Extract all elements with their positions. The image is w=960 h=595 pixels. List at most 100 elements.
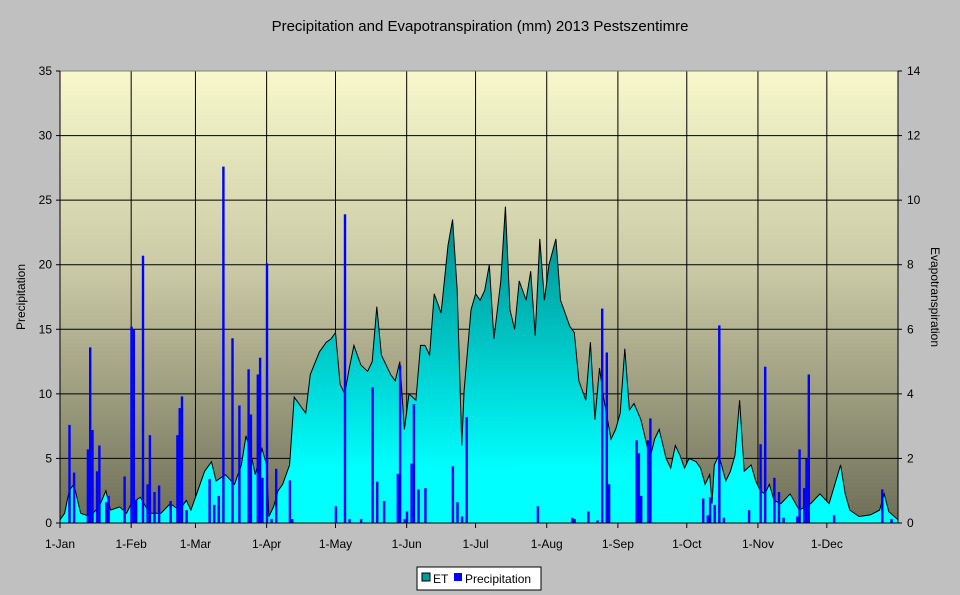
legend-label-et: ET — [433, 572, 449, 586]
precipitation-bar — [605, 352, 609, 523]
precipitation-bar — [105, 502, 108, 523]
y2-tick-label: 4 — [907, 387, 914, 401]
precipitation-bar — [208, 479, 211, 523]
precipitation-bar — [702, 498, 705, 523]
precipitation-bar — [640, 495, 643, 523]
precipitation-bar — [713, 504, 716, 523]
legend-swatch-precipitation — [454, 573, 462, 581]
precipitation-bar — [782, 517, 785, 523]
y2-tick-label: 8 — [907, 258, 914, 272]
y-tick-label: 10 — [39, 387, 53, 401]
precipitation-bar — [185, 510, 188, 523]
precipitation-bar — [803, 488, 806, 523]
legend-label-precipitation: Precipitation — [465, 572, 531, 586]
precipitation-bar — [832, 515, 836, 523]
axes: 0 5 10 15 20 25 30 35 0 2 4 6 8 10 12 14 1-Jan 1-Feb 1-Mar… — [39, 64, 921, 551]
precipitation-bar — [759, 444, 762, 523]
precipitation-bar — [607, 484, 611, 523]
x-tick-label: 1-Mar — [180, 537, 211, 551]
precipitation-bar — [460, 516, 464, 523]
precipitation-bar — [646, 440, 650, 523]
precipitation-bar — [637, 453, 641, 523]
precipitation-bar — [348, 519, 351, 523]
precipitation-bar — [465, 417, 468, 523]
precipitation-bar — [178, 408, 181, 523]
precipitation-bar — [635, 440, 638, 523]
precipitation-bar — [98, 445, 101, 523]
precipitation-bar — [288, 480, 292, 523]
y-tick-label: 15 — [39, 322, 53, 336]
precipitation-bar — [334, 506, 338, 523]
precipitation-bar — [708, 497, 712, 523]
precipitation-bar — [146, 484, 149, 523]
precipitation-bar — [231, 338, 234, 523]
precipitation-bar — [571, 517, 574, 523]
precipitation-bar — [123, 476, 126, 523]
precipitation-bar — [176, 435, 179, 523]
precipitation-bar — [95, 471, 99, 523]
precipitation-bar — [89, 347, 92, 523]
et-area — [60, 206, 898, 523]
precipitation-bar — [141, 255, 145, 523]
precipitation-bar — [596, 520, 599, 523]
precipitation-bar — [291, 519, 294, 523]
y-tick-label: 20 — [39, 258, 53, 272]
precipitation-bar — [238, 405, 241, 523]
y2-tick-label: 14 — [907, 64, 921, 78]
precipitation-bar — [718, 325, 721, 523]
precipitation-bar — [157, 485, 161, 523]
precipitation-bar — [343, 214, 347, 524]
y-axis-label: Precipitation — [14, 264, 28, 330]
precipitation-bar — [222, 166, 225, 523]
precipitation-bar — [359, 519, 363, 523]
precipitation-bar — [777, 492, 781, 523]
precipitation-bar — [396, 473, 400, 523]
x-tick-label: 1-May — [319, 537, 352, 551]
chart-title: Precipitation and Evapotranspiration (mm… — [272, 18, 689, 35]
precipitation-bar — [247, 369, 250, 523]
x-tick-label: 1-Jun — [392, 537, 422, 551]
precipitation-bar — [807, 374, 811, 523]
et-line — [59, 206, 899, 521]
precipitation-bar — [72, 472, 76, 523]
precipitation-series — [68, 166, 893, 524]
precipitation-bar — [649, 418, 652, 523]
precipitation-bar — [275, 468, 278, 523]
x-tick-label: 1-Apr — [252, 537, 281, 551]
precipitation-bar — [261, 477, 264, 523]
precipitation-bar — [412, 404, 416, 523]
y-tick-label: 5 — [45, 451, 52, 465]
precipitation-bar — [747, 510, 751, 523]
legend: ET Precipitation — [416, 566, 542, 591]
precipitation-bar — [773, 477, 776, 523]
precipitation-bar — [764, 366, 767, 523]
y2-tick-label: 10 — [907, 193, 921, 207]
precipitation-bar — [180, 396, 184, 523]
x-tick-label: 1-Jul — [463, 537, 489, 551]
precipitation-bar — [706, 515, 710, 523]
precipitation-bar — [169, 501, 172, 523]
y-tick-label: 25 — [39, 193, 53, 207]
legend-swatch-et — [421, 572, 431, 582]
precipitation-bar — [134, 499, 138, 523]
precipitation-bar — [130, 326, 133, 523]
y2-tick-label: 12 — [907, 129, 921, 143]
y-tick-label: 30 — [39, 129, 53, 143]
precipitation-bar — [587, 511, 590, 523]
y-tick-label: 0 — [45, 516, 52, 530]
x-tick-label: 1-Aug — [531, 537, 563, 551]
precipitation-bar — [217, 495, 221, 523]
precipitation-bar — [382, 501, 386, 523]
precipitation-bar — [148, 435, 152, 523]
precipitation-bar — [86, 449, 90, 523]
precipitation-bar — [405, 511, 409, 523]
precipitation-bar — [376, 481, 379, 523]
y2-tick-label: 2 — [907, 451, 914, 465]
precipitation-bar — [798, 449, 801, 523]
precipitation-bar — [601, 308, 604, 523]
x-tick-label: 1-Sep — [602, 537, 634, 551]
precipitation-bar — [722, 517, 726, 523]
x-tick-label: 1-Dec — [811, 537, 843, 551]
precipitation-bar — [573, 519, 576, 523]
